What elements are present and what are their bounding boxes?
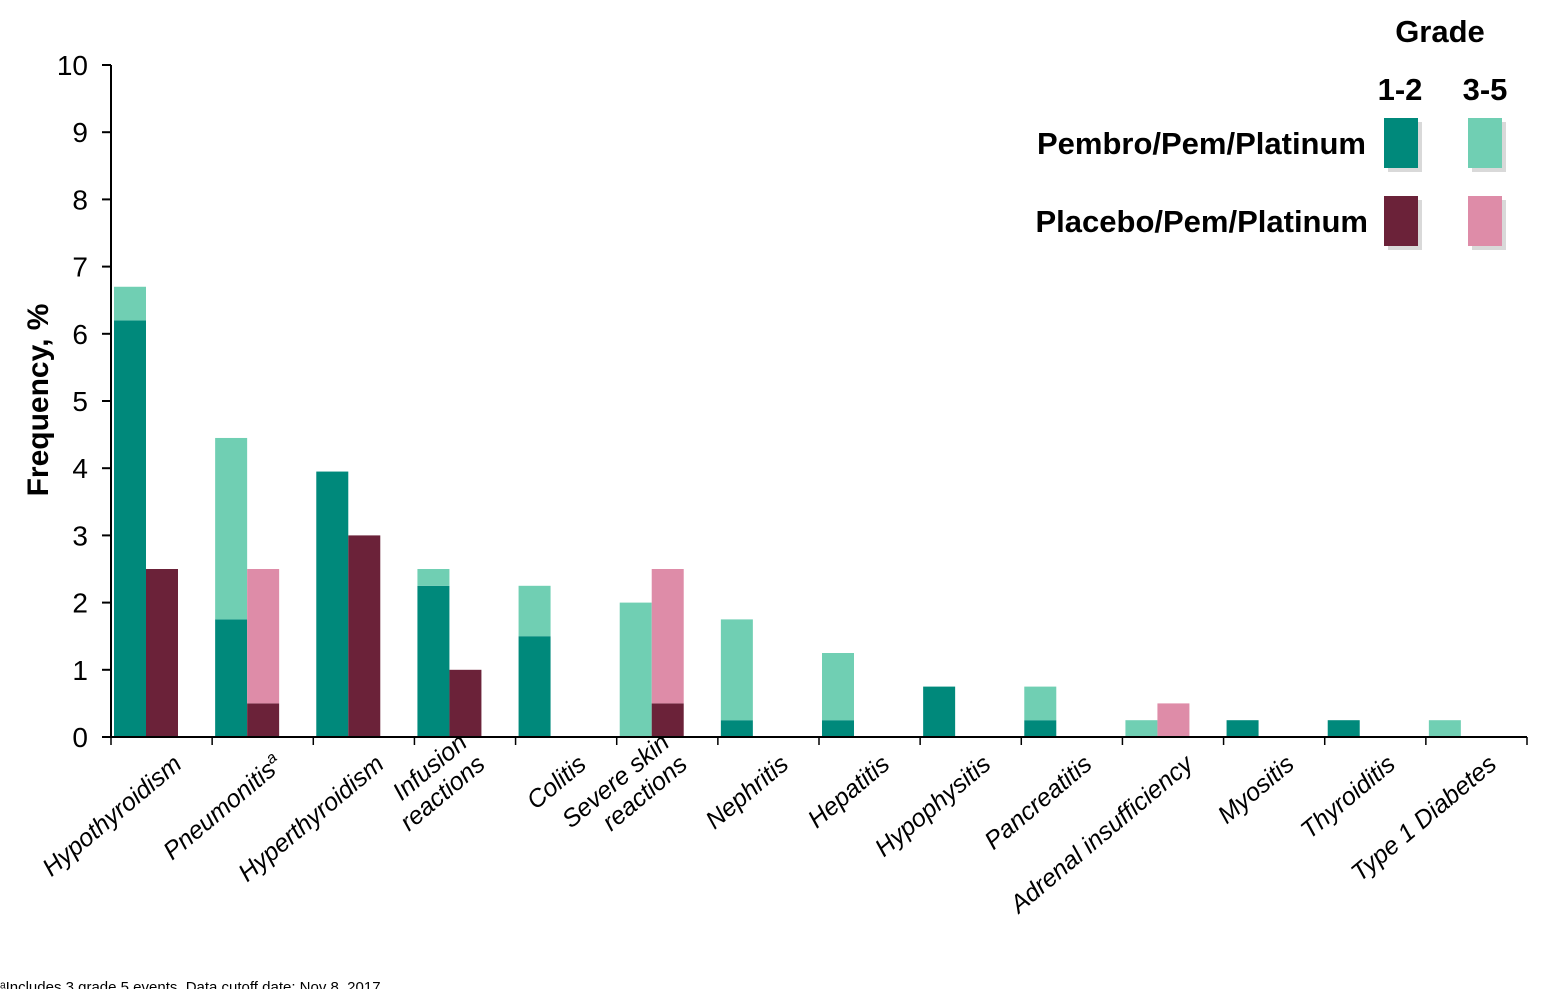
bar-placebo-grade-3-5-5 — [651, 569, 684, 704]
legend-col-grade-3-5: 3-5 — [1463, 72, 1508, 107]
bar-pembro-grade-3-5-13 — [1428, 720, 1461, 737]
bars-layer — [114, 286, 1461, 737]
legend-swatch-placebo-grade-1-2 — [1384, 196, 1418, 246]
category-labels: HypothyroidismPneumonitisaHyperthyroidis… — [37, 728, 1502, 920]
category-label-6: Nephritis — [700, 750, 794, 835]
bar-pembro-grade-1-2-6 — [720, 720, 753, 737]
y-tick-label-8: 8 — [72, 184, 88, 215]
legend-col-grade-1-2: 1-2 — [1378, 72, 1423, 107]
y-axis-label: Frequency, % — [22, 304, 55, 497]
category-label-5: Severe skinreactions — [557, 728, 693, 855]
category-label-0: Hypothyroidism — [37, 750, 187, 882]
legend-series-placebo: Placebo/Pem/Platinum — [1036, 204, 1369, 239]
footnote: ᵃIncludes 3 grade 5 events. Data cutoff … — [0, 979, 385, 989]
bar-pembro-grade-1-2-12 — [1327, 720, 1360, 737]
legend-swatches — [1384, 118, 1506, 250]
legend: Grade 1-2 3-5 Pembro/Pem/Platinum Placeb… — [1036, 14, 1508, 250]
axes-layer: 0 1 2 3 4 5 6 7 8 9 10 — [57, 50, 1528, 753]
bar-pembro-grade-3-5-3 — [417, 569, 450, 586]
bar-pembro-grade-1-2-4 — [518, 636, 551, 737]
bar-placebo-grade-1-2-0 — [146, 569, 178, 737]
y-tick-label-0: 0 — [72, 722, 88, 753]
bar-pembro-grade-3-5-4 — [518, 585, 551, 637]
y-tick-label-9: 9 — [72, 117, 88, 148]
bar-pembro-grade-1-2-8 — [923, 686, 956, 737]
bar-pembro-grade-3-5-9 — [1024, 686, 1057, 721]
bar-pembro-grade-1-2-1 — [215, 619, 248, 737]
category-label-3: Infusionreactions — [377, 728, 491, 836]
bar-placebo-grade-1-2-3 — [449, 669, 482, 737]
category-label-line: Hypothyroidism — [37, 750, 187, 882]
category-label-line: Hepatitis — [803, 750, 896, 834]
y-tick-label-1: 1 — [72, 655, 88, 686]
bar-placebo-grade-1-2-1 — [247, 703, 280, 737]
bar-pembro-grade-1-2-0 — [114, 320, 146, 737]
bar-pembro-grade-1-2-7 — [822, 720, 854, 737]
legend-swatch-placebo-grade-3-5 — [1468, 196, 1502, 246]
y-tick-label-6: 6 — [72, 319, 88, 350]
bar-placebo-grade-3-5-1 — [247, 569, 280, 704]
y-tick-label-7: 7 — [72, 252, 88, 283]
bar-placebo-grade-1-2-5 — [651, 703, 684, 737]
bar-pembro-grade-1-2-9 — [1024, 720, 1057, 737]
bar-pembro-grade-1-2-3 — [417, 585, 450, 737]
bar-pembro-grade-3-5-7 — [822, 653, 854, 721]
legend-swatch-pembro-grade-1-2 — [1384, 118, 1418, 168]
category-label-11: Myositis — [1212, 750, 1299, 829]
bar-pembro-grade-3-5-6 — [720, 619, 753, 721]
category-label-line: Nephritis — [700, 750, 794, 835]
y-tick-label-2: 2 — [72, 588, 88, 619]
bar-pembro-grade-1-2-11 — [1226, 720, 1259, 737]
category-label-12: Thyroiditis — [1295, 750, 1400, 845]
legend-title: Grade — [1395, 14, 1485, 49]
category-label-7: Hepatitis — [803, 750, 896, 834]
category-label-line: Myositis — [1212, 750, 1299, 829]
bar-placebo-grade-1-2-2 — [348, 535, 381, 737]
y-tick-label-5: 5 — [72, 386, 88, 417]
legend-swatch-pembro-grade-3-5 — [1468, 118, 1502, 168]
y-tick-label-10: 10 — [57, 50, 88, 81]
y-tick-label-3: 3 — [72, 520, 88, 551]
y-tick-label-4: 4 — [72, 453, 88, 484]
legend-series-pembro: Pembro/Pem/Platinum — [1037, 126, 1366, 161]
category-label-line: Adrenal insufficiency — [1003, 749, 1199, 920]
bar-placebo-grade-3-5-10 — [1157, 703, 1190, 737]
bar-pembro-grade-1-2-2 — [316, 471, 349, 737]
category-label-line: Thyroiditis — [1295, 750, 1400, 845]
bar-pembro-grade-3-5-10 — [1125, 720, 1158, 737]
bar-pembro-grade-3-5-5 — [619, 602, 652, 737]
bar-pembro-grade-3-5-1 — [215, 437, 248, 620]
category-label-10: Adrenal insufficiency — [1003, 749, 1199, 920]
bar-pembro-grade-3-5-0 — [114, 286, 146, 321]
